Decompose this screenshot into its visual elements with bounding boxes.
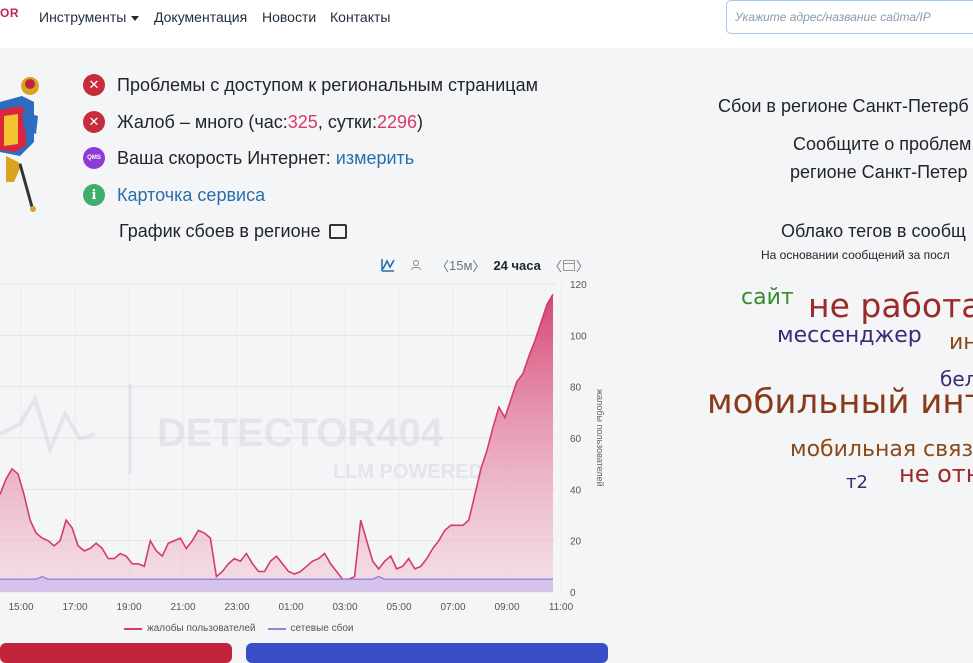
error-x-icon: ✕: [83, 111, 105, 133]
x-tick-label: 17:00: [62, 602, 87, 613]
measure-speed-link[interactable]: измерить: [335, 147, 415, 168]
error-x-icon: ✕: [83, 74, 105, 96]
outage-chart-svg: DETECTOR404 LLM POWERED 0 20 40 60 80 100 120 15…: [0, 280, 605, 613]
nav-contacts-link[interactable]: Контакты: [330, 9, 391, 25]
status-complaints: ✕ Жалоб – много (час: 325, сутки: 2296): [83, 110, 423, 134]
legend-swatch-complaints: [124, 627, 142, 630]
x-tick-label: 09:00: [494, 602, 519, 613]
watermark-subtext: LLM POWERED: [333, 461, 483, 483]
network-line: [0, 575, 553, 580]
next-date-chevron-icon[interactable]: 〉: [575, 258, 589, 274]
tag-cloud-word[interactable]: не работа: [808, 286, 973, 325]
watermark-pulse-icon: [0, 394, 96, 455]
tag-cloud-word[interactable]: мобильная связ: [790, 437, 973, 462]
complaints-mid: , сутки:: [317, 111, 377, 132]
tag-cloud-word[interactable]: т2: [846, 472, 868, 493]
report-problem-line1: Сообщите о проблем: [793, 134, 972, 154]
x-tick-label: 03:00: [332, 602, 357, 613]
y-tick-label: 60: [570, 434, 582, 445]
legend-network-label[interactable]: сетевые сбои: [290, 623, 354, 634]
chart-mode-icon[interactable]: [380, 257, 396, 273]
status-internet-speed: QMS Ваша скорость Интернет: измерить: [83, 146, 414, 170]
x-tick-label: 05:00: [386, 602, 411, 613]
y-tick-label: 120: [570, 280, 587, 291]
x-tick-label: 07:00: [440, 602, 465, 613]
speed-prefix: Ваша скорость Интернет:: [117, 147, 331, 168]
nav-news-link[interactable]: Новости: [262, 9, 317, 25]
tag-cloud-subtitle: На основании сообщений за посл: [761, 248, 950, 262]
y-tick-label: 20: [570, 537, 582, 548]
tag-cloud-word[interactable]: сайт: [741, 285, 794, 310]
status-service-card: i Карточка сервиса: [83, 183, 265, 207]
chart-section-title: График сбоев в регионе: [119, 221, 347, 242]
tag-cloud-word[interactable]: не отн: [899, 460, 973, 488]
chart-title-text: График сбоев в регионе: [119, 221, 321, 241]
nav-tools-dropdown[interactable]: Инструменты: [39, 9, 140, 25]
calendar-icon[interactable]: [562, 258, 576, 272]
prev-interval-chevron-icon[interactable]: 〈: [436, 258, 450, 274]
qms-icon: QMS: [83, 147, 105, 169]
x-tick-label: 23:00: [224, 602, 249, 613]
user-icon[interactable]: [410, 259, 422, 271]
report-problem-line2: регионе Санкт-Петер: [790, 162, 968, 182]
status-access-problem: ✕ Проблемы с доступом к региональным стр…: [83, 73, 538, 97]
complaints-day-value: 2296: [377, 111, 418, 132]
x-tick-label: 21:00: [170, 602, 195, 613]
report-problem-button[interactable]: [0, 643, 232, 663]
secondary-action-button[interactable]: [246, 643, 608, 663]
tag-cloud-word[interactable]: бел: [940, 367, 973, 391]
network-area: [0, 576, 553, 592]
watermark-text: DETECTOR404: [157, 411, 444, 455]
nav-tools-label: Инструменты: [39, 9, 127, 25]
legend-complaints-label[interactable]: жалобы пользователей: [147, 623, 256, 634]
chevron-down-icon: [131, 15, 140, 21]
complaints-line: [0, 293, 554, 580]
interval-15m-button[interactable]: 15м: [449, 257, 473, 273]
legend-swatch-network: [267, 627, 286, 630]
y-axis-label: жалобы пользователей: [595, 389, 605, 487]
y-tick-label: 0: [570, 588, 576, 599]
comment-icon[interactable]: [328, 224, 347, 239]
nav-docs-link[interactable]: Документация: [154, 9, 248, 25]
region-outage-heading: Сбои в регионе Санкт-Петерб: [718, 96, 969, 116]
next-interval-chevron-icon[interactable]: 〉: [472, 258, 486, 274]
top-navbar: OR Инструменты Документация Новости Конт…: [0, 0, 973, 48]
y-tick-label: 40: [570, 485, 582, 496]
outage-chart: DETECTOR404 LLM POWERED 0 20 40 60 80 100 120 15…: [0, 274, 610, 644]
complaints-suffix: ): [417, 111, 424, 132]
x-tick-label: 11:00: [549, 602, 574, 613]
x-tick-label: 19:00: [116, 602, 141, 613]
complaints-area: [0, 294, 553, 592]
y-tick-label: 80: [570, 383, 582, 394]
y-tick-label: 100: [570, 331, 587, 342]
chart-controls: 〈 15м 〉 24 часа 〈 〉: [380, 255, 589, 275]
site-logo[interactable]: OR: [0, 6, 19, 20]
region-emblem-icon: [0, 77, 39, 212]
info-icon: i: [83, 184, 105, 206]
tag-cloud-title: Облако тегов в сообщ: [781, 221, 966, 241]
prev-date-chevron-icon[interactable]: 〈: [548, 258, 562, 274]
tag-cloud-word[interactable]: мессенджер: [777, 323, 922, 348]
complaints-hour-value: 325: [287, 111, 318, 132]
tag-cloud-word[interactable]: мобильный инт: [707, 382, 973, 422]
site-search-input[interactable]: [726, 0, 973, 34]
chart-legend: жалобы пользователей сетевые сбои: [124, 623, 354, 634]
tag-cloud-word[interactable]: ин: [949, 330, 973, 355]
interval-24h-button[interactable]: 24 часа: [493, 257, 541, 273]
x-tick-label: 01:00: [278, 602, 303, 613]
service-card-link[interactable]: Карточка сервиса: [117, 184, 266, 205]
complaints-prefix: Жалоб – много (час:: [117, 111, 288, 132]
x-tick-label: 15:00: [8, 602, 33, 613]
access-problem-text: Проблемы с доступом к региональным стран…: [117, 74, 538, 95]
